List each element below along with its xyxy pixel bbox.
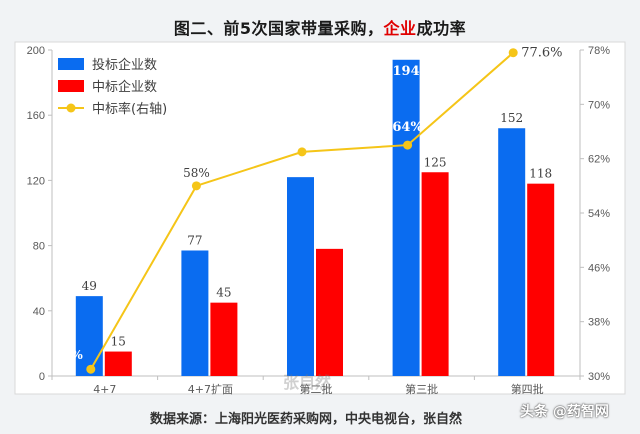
source-note: 数据来源：上海阳光医药采购网，中央电视台，张自然	[150, 412, 463, 427]
bar-value-label: 45	[216, 286, 231, 300]
rate-point	[86, 364, 96, 374]
rate-value-label: 64%	[392, 120, 423, 135]
legend-label: 投标企业数	[92, 57, 157, 73]
rate-point	[191, 181, 201, 191]
right-tick-label: 54%	[588, 208, 610, 220]
rate-value-label: 31%	[55, 348, 84, 362]
x-tick-label: 4+7	[93, 383, 116, 396]
right-tick-label: 78%	[588, 45, 610, 57]
bar-win-count	[421, 172, 449, 376]
x-tick-label: 4+7扩面	[188, 382, 233, 396]
chart-title: 图二、前5次国家带量采购，企业成功率	[173, 19, 467, 38]
bar-value-label: 152	[500, 111, 523, 125]
x-tick-label: 第四批	[511, 382, 544, 396]
bar-win-count	[527, 183, 555, 376]
legend-swatch	[58, 80, 84, 92]
left-tick-label: 160	[27, 110, 45, 122]
bar-bid-count	[498, 128, 526, 376]
bar-value-label: 194	[393, 64, 420, 79]
right-tick-label: 38%	[588, 317, 610, 329]
left-tick-label: 120	[27, 175, 45, 187]
rate-point	[297, 147, 307, 157]
right-tick-label: 30%	[588, 371, 610, 383]
right-tick-label: 46%	[588, 262, 610, 274]
bar-win-count	[316, 248, 343, 376]
legend-swatch-marker	[66, 103, 76, 113]
left-tick-label: 80	[33, 241, 45, 253]
bar-value-label: 125	[424, 155, 447, 169]
legend-label: 中标企业数	[92, 79, 157, 95]
bar-value-label: 49	[82, 279, 97, 293]
left-tick-label: 200	[27, 45, 45, 57]
bar-bid-count	[392, 59, 420, 376]
legend-label: 中标率(右轴)	[92, 101, 167, 117]
rate-point	[403, 140, 413, 150]
bar-win-count	[210, 302, 238, 376]
right-tick-label: 70%	[588, 99, 610, 111]
rate-value-label: 77.6%	[521, 46, 562, 61]
left-tick-label: 0	[39, 371, 45, 383]
bar-win-count	[104, 351, 132, 376]
bar-value-label: 118	[529, 167, 552, 181]
left-tick-label: 40	[33, 306, 45, 318]
rate-value-label: 58%	[183, 166, 210, 180]
x-tick-label: 第三批	[405, 382, 438, 396]
bar-bid-count	[181, 250, 209, 376]
right-tick-label: 62%	[588, 154, 610, 166]
watermark-corner: 头条 @药智网	[520, 404, 609, 420]
bar-bid-count	[75, 296, 103, 376]
x-tick-label: 第二批	[300, 382, 333, 396]
watermark-center: 张自然	[283, 373, 332, 392]
rate-point	[508, 48, 518, 58]
bar-value-label: 15	[111, 335, 126, 349]
bar-value-label: 77	[187, 233, 202, 247]
legend-swatch	[58, 58, 84, 70]
bar-bid-count	[287, 177, 314, 376]
